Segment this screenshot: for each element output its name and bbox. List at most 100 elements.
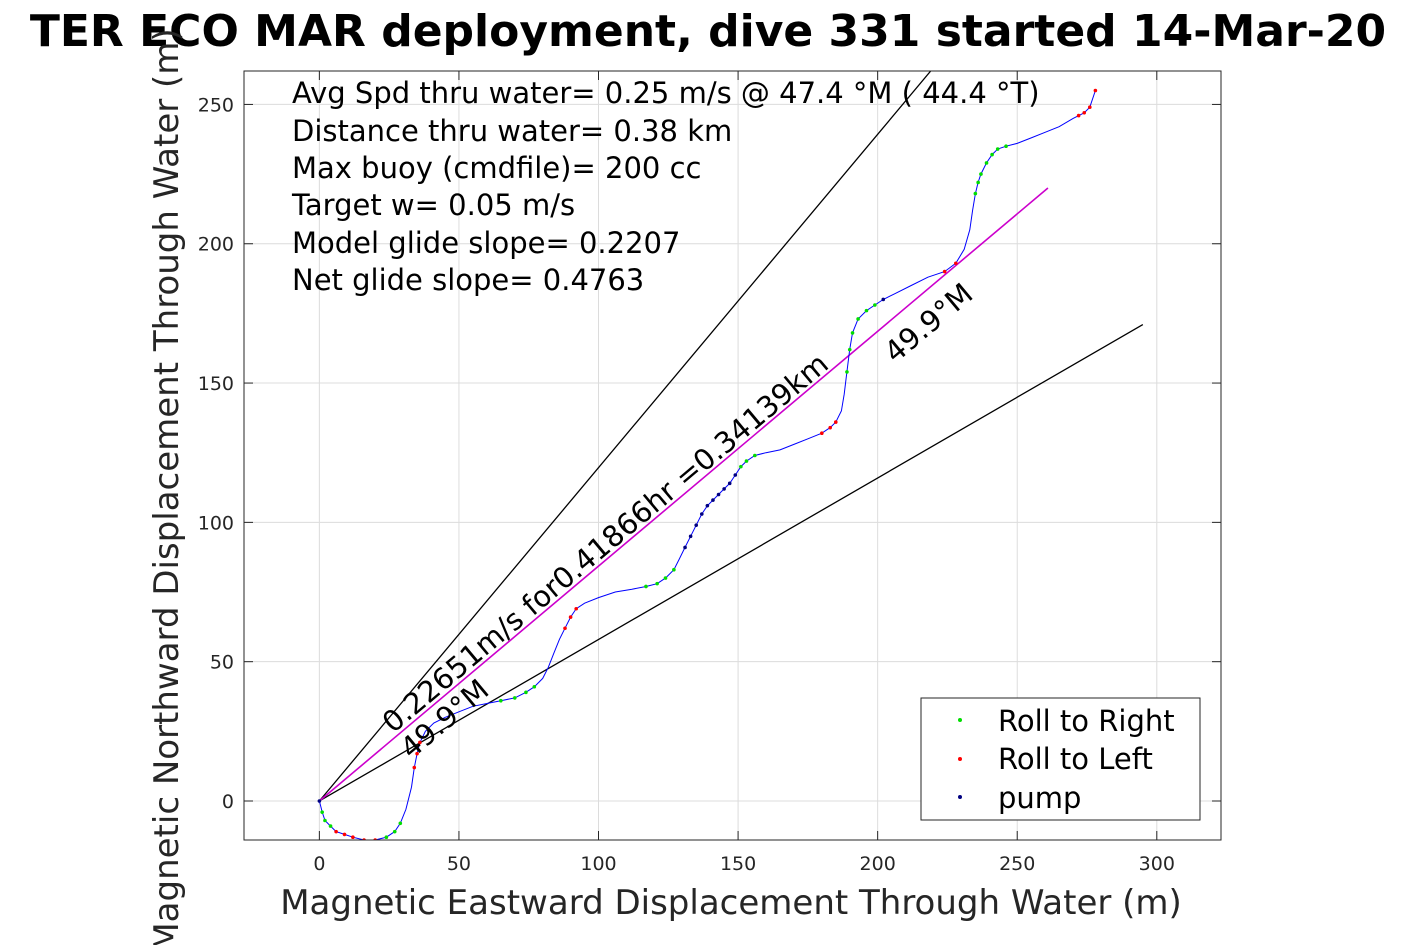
- grid-lines: [244, 71, 1221, 840]
- marker-roll-to-left: [334, 829, 338, 834]
- heading-line: [318, 187, 1049, 802]
- chart-title: TER ECO MAR deployment, dive 331 started…: [30, 6, 1386, 57]
- x-tick-label: 150: [720, 853, 756, 875]
- legend-label-roll-left: Roll to Left: [998, 742, 1153, 776]
- marker-roll-to-left: [1093, 88, 1098, 93]
- marker-roll-to-left: [412, 765, 417, 770]
- marker-pump: [699, 512, 704, 516]
- marker-pump: [694, 523, 699, 527]
- legend-label-roll-right: Roll to Right: [998, 704, 1175, 738]
- legend-marker-roll-left: [958, 757, 962, 761]
- marker-roll-to-right: [744, 459, 749, 463]
- marker-roll-to-right: [384, 835, 389, 840]
- marker-roll-to-left: [1076, 113, 1081, 118]
- plot-area: [317, 71, 1144, 840]
- marker-roll-to-left: [954, 261, 958, 266]
- y-tick-label: 250: [198, 94, 234, 116]
- marker-roll-to-left: [568, 615, 573, 619]
- track-markers: [317, 88, 1098, 840]
- marker-roll-to-right: [845, 370, 849, 374]
- marker-roll-to-left: [820, 431, 824, 436]
- marker-pump: [881, 297, 886, 302]
- marker-roll-to-left: [1088, 105, 1092, 110]
- legend-marker-roll-right: [958, 718, 962, 722]
- marker-roll-to-left: [563, 626, 567, 631]
- marker-roll-to-right: [995, 147, 1000, 151]
- y-tick-label: 50: [210, 652, 234, 674]
- marker-roll-to-right: [320, 810, 324, 814]
- info-max-buoy: Max buoy (cmdfile)= 200 cc: [292, 151, 701, 185]
- y-tick-label: 100: [198, 512, 234, 534]
- marker-pump: [733, 473, 738, 477]
- x-tick-label: 200: [860, 853, 896, 875]
- legend-box: [920, 697, 1201, 821]
- info-distance: Distance thru water= 0.38 km: [292, 114, 732, 148]
- marker-roll-to-right: [973, 191, 978, 196]
- marker-pump: [716, 492, 721, 497]
- info-model-glide-slope: Model glide slope= 0.2207: [292, 226, 680, 260]
- marker-roll-to-left: [574, 606, 578, 611]
- marker-roll-to-right: [644, 584, 648, 589]
- marker-roll-to-left: [351, 835, 355, 840]
- plot-frame: [243, 70, 1222, 841]
- marker-pump: [727, 481, 732, 486]
- marker-roll-to-right: [873, 303, 877, 307]
- marker-roll-to-left: [342, 832, 347, 837]
- marker-pump: [683, 545, 687, 550]
- marker-roll-to-right: [850, 331, 855, 335]
- marker-roll-to-left: [418, 740, 422, 745]
- marker-roll-to-right: [328, 824, 333, 828]
- marker-roll-to-right: [532, 684, 537, 689]
- marker-roll-to-right: [398, 821, 403, 826]
- marker-pump: [711, 498, 715, 502]
- marker-roll-to-right: [847, 347, 852, 352]
- info-net-glide-slope: Net glide slope= 0.4763: [292, 263, 644, 297]
- marker-roll-to-right: [990, 152, 994, 157]
- marker-pump: [317, 799, 322, 803]
- axis-ticks: 0 50 100 150 200 250 300 0 50 100 150 200 250: [198, 71, 1221, 875]
- x-tick-label: 300: [1139, 853, 1175, 875]
- marker-roll-to-right: [663, 576, 668, 580]
- marker-roll-to-right: [499, 698, 503, 703]
- marker-roll-to-right: [979, 172, 983, 176]
- marker-roll-to-right: [672, 567, 676, 572]
- marker-roll-to-left: [1082, 110, 1087, 115]
- marker-roll-to-right: [655, 581, 659, 586]
- marker-pump: [705, 503, 710, 508]
- marker-roll-to-left: [942, 269, 947, 274]
- legend: Roll to Right Roll to Left pump: [920, 697, 1201, 821]
- y-axis-label: Magnetic Northward Displacement Through …: [147, 28, 187, 945]
- marker-roll-to-right: [976, 180, 980, 185]
- info-avg-speed: Avg Spd thru water= 0.25 m/s @ 47.4 °M (…: [292, 76, 1040, 110]
- marker-roll-to-right: [323, 818, 327, 823]
- marker-roll-to-right: [524, 690, 528, 695]
- marker-roll-to-right: [864, 308, 869, 313]
- marker-roll-to-left: [828, 425, 832, 430]
- marker-roll-to-left: [833, 420, 838, 424]
- marker-roll-to-right: [856, 317, 860, 321]
- info-target-w: Target w= 0.05 m/s: [291, 188, 575, 222]
- marker-roll-to-right: [739, 464, 743, 469]
- legend-label-pump: pump: [998, 781, 1081, 815]
- marker-roll-to-right: [392, 829, 397, 834]
- y-tick-label: 0: [222, 791, 234, 813]
- envelope-line-upper: [318, 71, 932, 802]
- legend-marker-pump: [958, 795, 962, 799]
- envelope-line-lower: [319, 323, 1144, 802]
- marker-roll-to-left: [415, 751, 419, 756]
- y-tick-label: 150: [198, 373, 234, 395]
- marker-roll-to-right: [753, 453, 757, 458]
- y-tick-label: 200: [198, 234, 234, 256]
- info-block: Avg Spd thru water= 0.25 m/s @ 47.4 °M (…: [291, 76, 1040, 297]
- x-tick-label: 0: [313, 853, 325, 875]
- x-axis-label: Magnetic Eastward Displacement Through W…: [280, 883, 1182, 923]
- x-tick-label: 100: [580, 853, 616, 875]
- x-tick-label: 250: [999, 853, 1035, 875]
- marker-roll-to-right: [984, 161, 989, 165]
- x-tick-label: 50: [447, 853, 471, 875]
- marker-pump: [688, 534, 693, 539]
- marker-roll-to-right: [1004, 144, 1008, 149]
- marker-pump: [722, 487, 726, 491]
- marker-roll-to-right: [512, 696, 517, 700]
